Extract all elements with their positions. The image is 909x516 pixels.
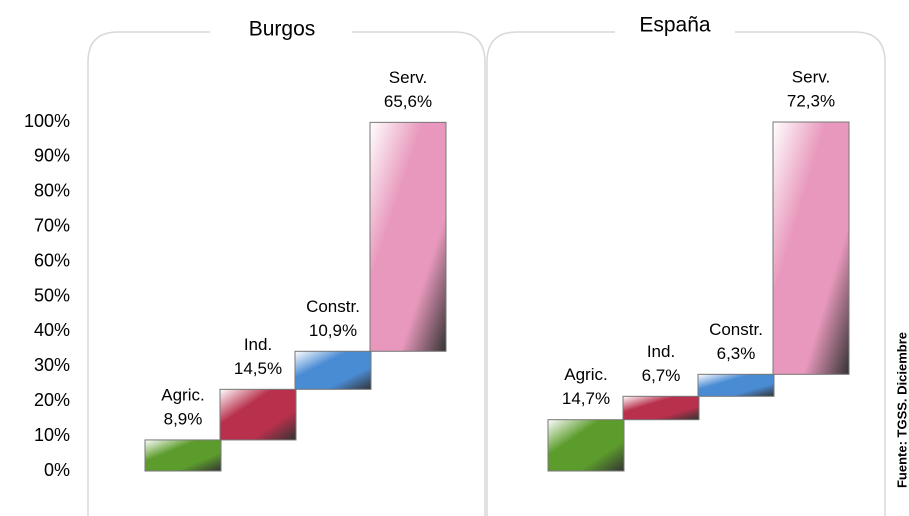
value-label: 65,6% bbox=[384, 92, 432, 111]
y-tick-label: 40% bbox=[34, 320, 70, 340]
bar bbox=[294, 350, 372, 390]
y-tick-label: 0% bbox=[44, 460, 70, 480]
category-label: Serv. bbox=[389, 68, 427, 87]
value-label: 6,7% bbox=[642, 366, 681, 385]
category-label: Constr. bbox=[709, 320, 763, 339]
value-label: 72,3% bbox=[787, 91, 835, 110]
category-label: Constr. bbox=[306, 297, 360, 316]
value-label: 14,7% bbox=[562, 389, 610, 408]
bar bbox=[547, 419, 625, 472]
panel-title: Burgos bbox=[249, 18, 316, 41]
y-tick-label: 50% bbox=[34, 285, 70, 305]
bar bbox=[219, 388, 297, 441]
panel-frame bbox=[352, 31, 486, 516]
category-label: Agric. bbox=[564, 365, 607, 384]
panel-frame bbox=[486, 31, 615, 516]
y-tick-label: 80% bbox=[34, 181, 70, 201]
y-tick-label: 10% bbox=[34, 425, 70, 445]
y-tick-label: 30% bbox=[34, 355, 70, 375]
category-label: Ind. bbox=[647, 342, 675, 361]
category-label: Ind. bbox=[244, 335, 272, 354]
y-tick-label: 100% bbox=[24, 111, 70, 131]
bar bbox=[697, 373, 775, 397]
y-tick-label: 70% bbox=[34, 215, 70, 235]
y-tick-label: 60% bbox=[34, 250, 70, 270]
y-tick-label: 90% bbox=[34, 146, 70, 166]
panel-frame bbox=[87, 31, 210, 516]
bar bbox=[369, 121, 447, 352]
bar bbox=[622, 395, 700, 421]
value-label: 10,9% bbox=[309, 321, 357, 340]
y-tick-label: 20% bbox=[34, 390, 70, 410]
category-label: Serv. bbox=[792, 67, 830, 86]
panel-title: España bbox=[639, 14, 711, 37]
category-label: Agric. bbox=[161, 385, 204, 404]
source-note: Fuente: TGSS. Diciembre bbox=[894, 332, 909, 488]
bar bbox=[772, 121, 850, 375]
value-label: 8,9% bbox=[164, 409, 203, 428]
bar bbox=[144, 439, 222, 472]
value-label: 14,5% bbox=[234, 359, 282, 378]
panel-frame bbox=[735, 31, 886, 516]
value-label: 6,3% bbox=[717, 344, 756, 363]
